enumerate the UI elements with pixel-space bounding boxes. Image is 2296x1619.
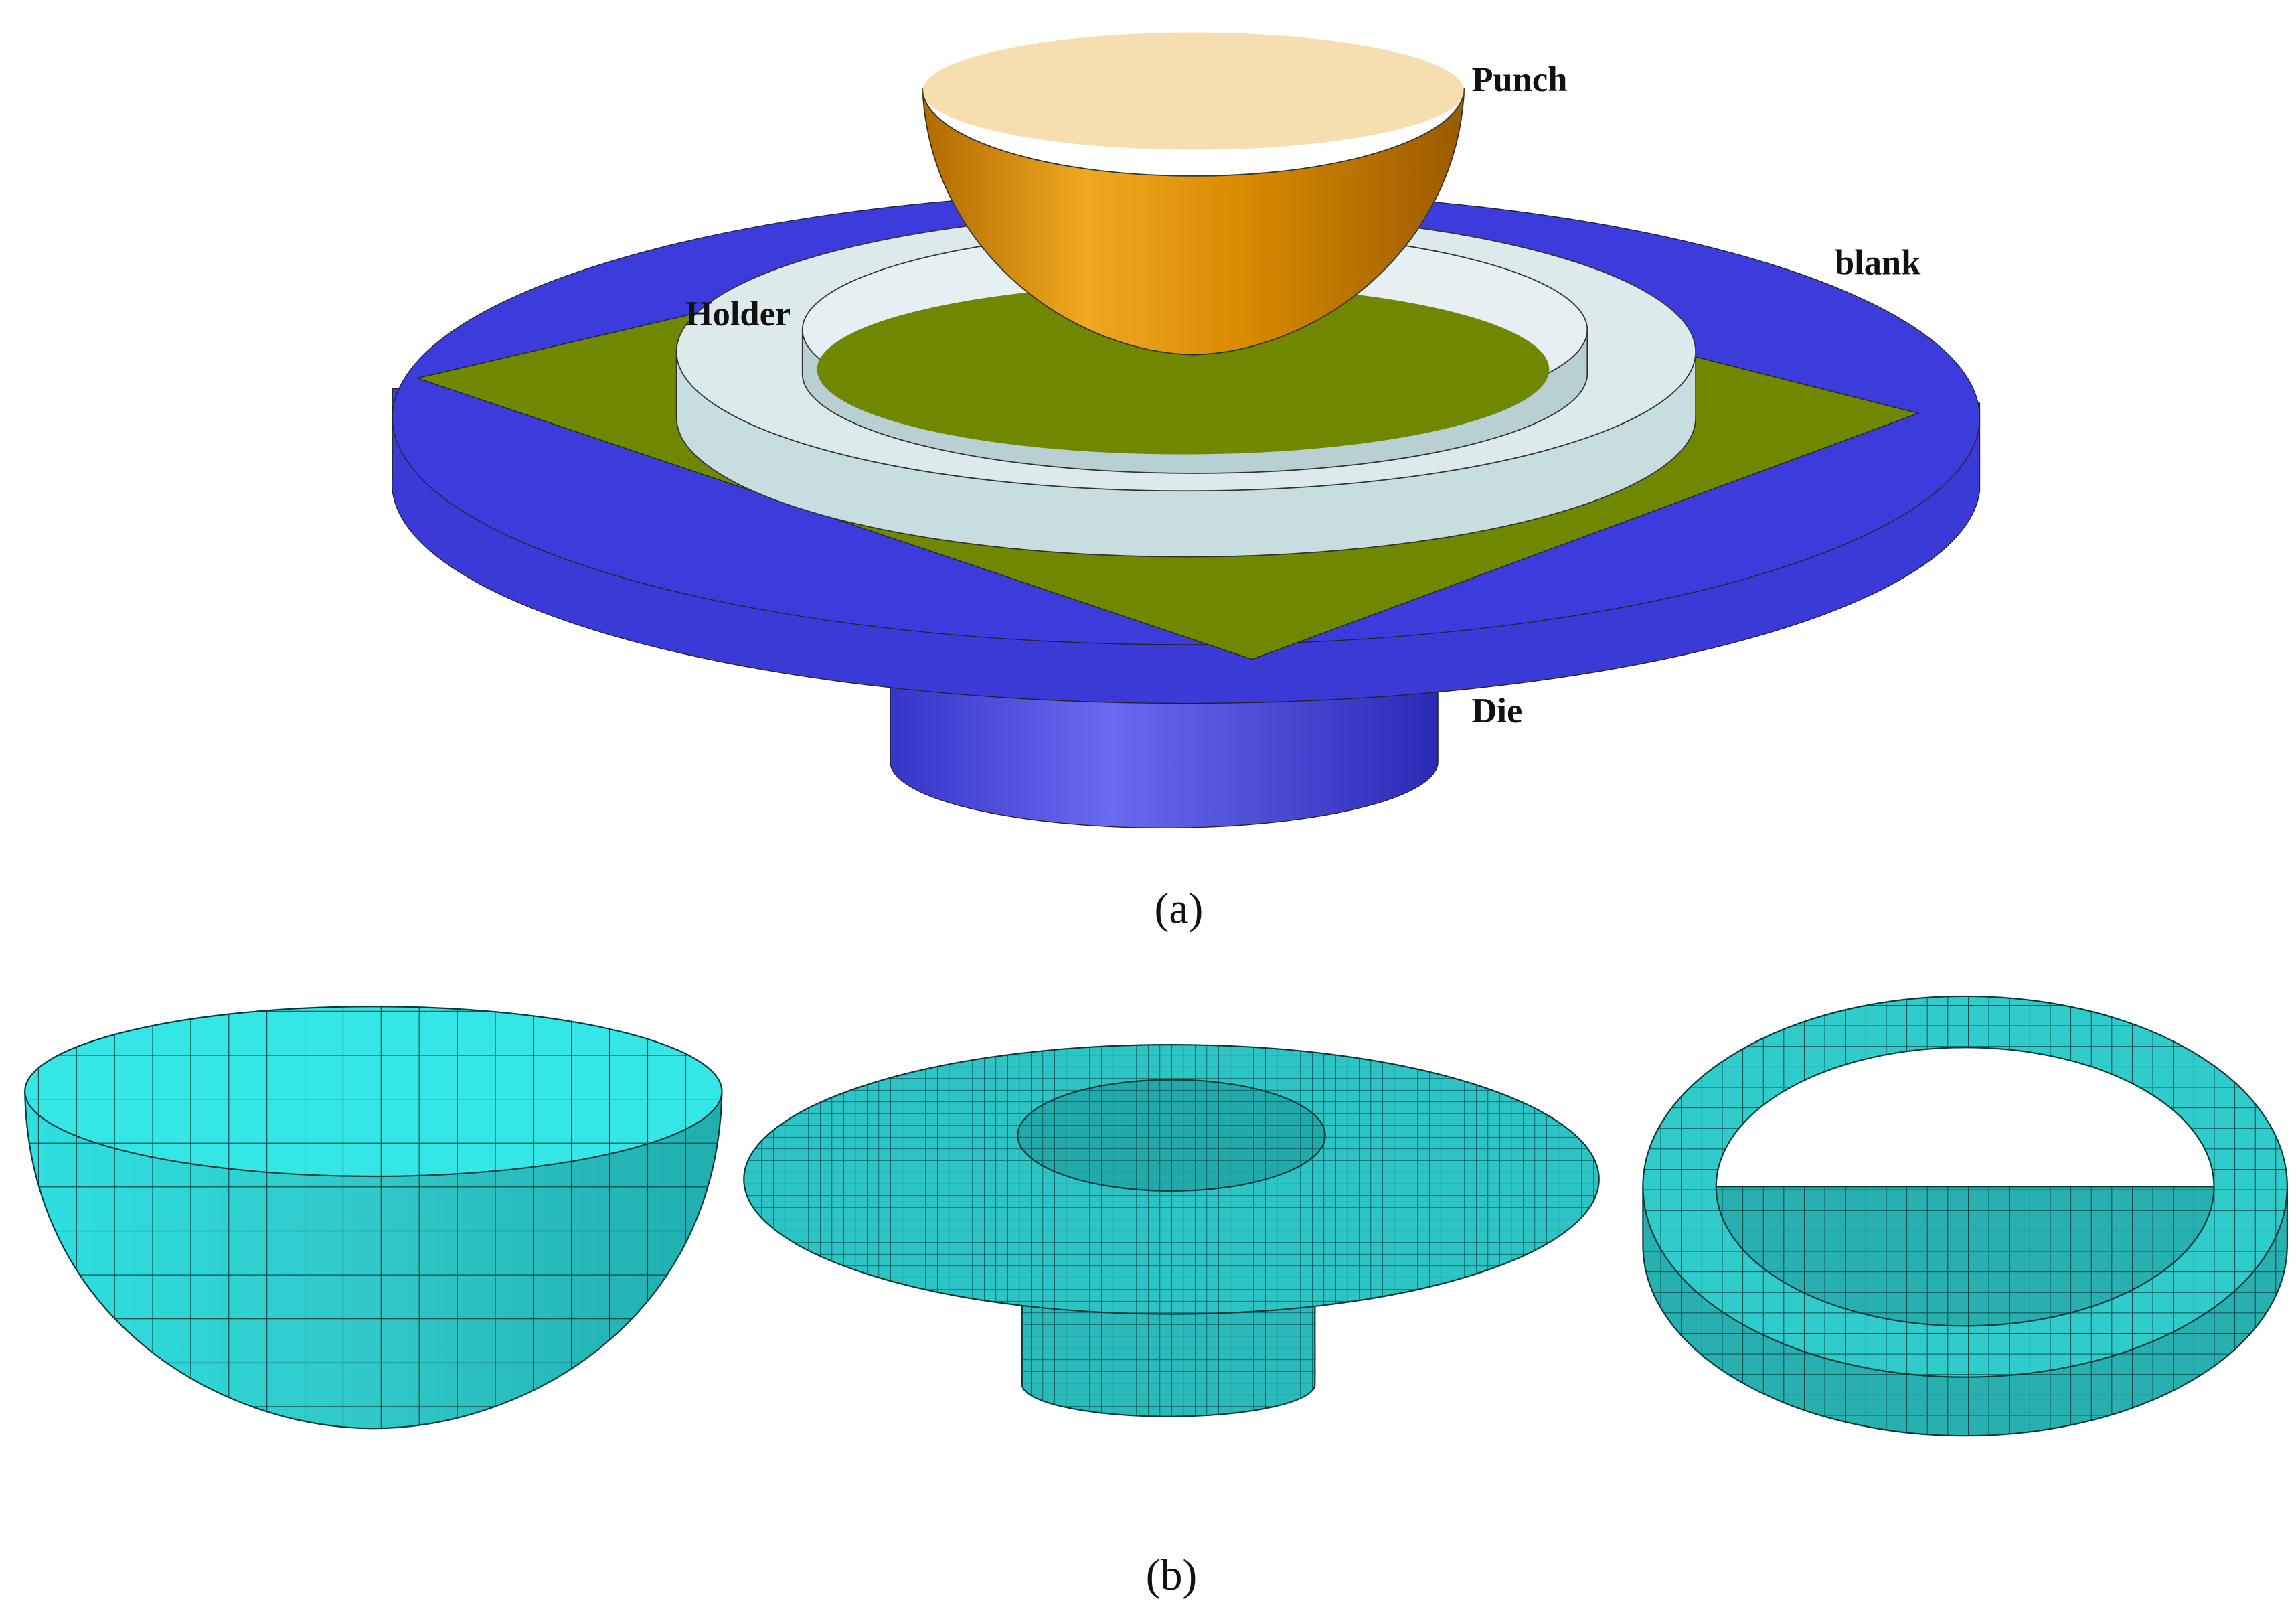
die-mesh (743, 1044, 1600, 1417)
caption-a: (a) (1155, 885, 1204, 933)
holder-mesh (1642, 995, 2288, 1437)
assembly (391, 32, 1981, 828)
punch (922, 88, 1465, 356)
label-punch: Punch (1471, 60, 1567, 99)
label-holder: Holder (685, 295, 791, 333)
label-blank: blank (1835, 243, 1921, 282)
label-die: Die (1471, 692, 1522, 730)
punch-rim (922, 32, 1465, 150)
caption-b: (b) (1146, 1551, 1198, 1600)
punch-mesh (24, 1006, 723, 1430)
blank-center (817, 284, 1550, 455)
